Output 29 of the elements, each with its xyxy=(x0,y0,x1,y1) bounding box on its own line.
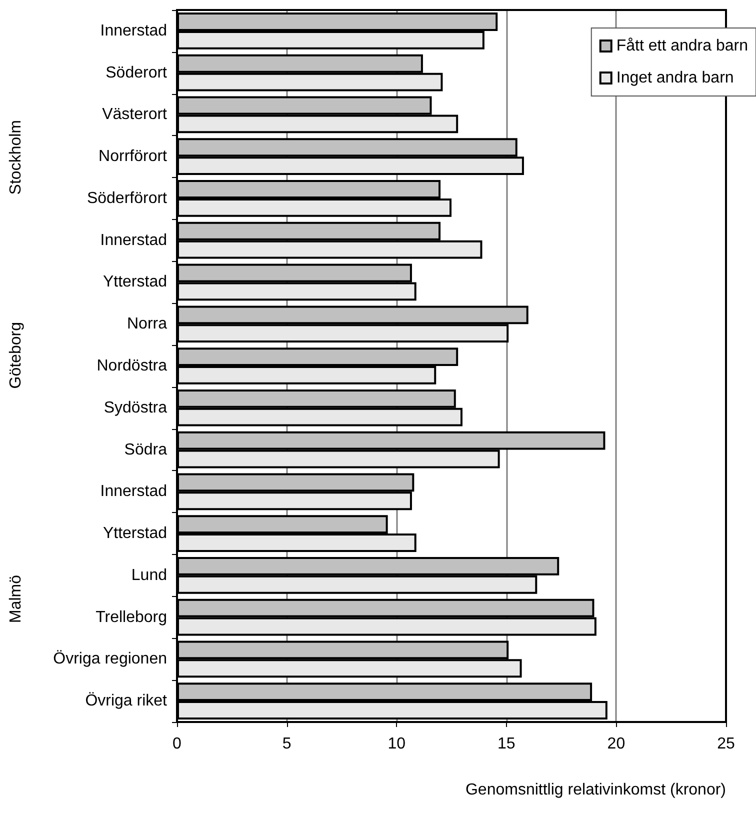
y-tick-label: Ytterstad xyxy=(102,274,167,291)
y-tick-label: Söderförort xyxy=(86,190,168,207)
y-tick-label: Sydöstra xyxy=(104,399,168,416)
x-tick-label: 0 xyxy=(172,736,182,752)
x-tick-label: 5 xyxy=(282,736,292,752)
text: Stockholm xyxy=(8,120,24,195)
y-tick-label: Innerstad xyxy=(100,483,167,500)
legend-label: Fått ett andra barn xyxy=(616,38,748,54)
y-tick-label: Västerort xyxy=(102,106,168,124)
x-tick-label: 25 xyxy=(717,736,735,752)
y-tick-label: Lund xyxy=(131,566,167,584)
text: Göteborg xyxy=(8,322,24,389)
x-tick-label: 20 xyxy=(607,736,626,752)
y-tick-label: Ytterstad xyxy=(102,525,167,542)
y-tick-label: Övriga riket xyxy=(85,692,168,710)
y-tick-label: Nordöstra xyxy=(96,358,168,374)
y-tick-label: Söderort xyxy=(106,64,168,82)
y-tick-label: Övriga regionen xyxy=(53,650,167,668)
y-tick-label: Innerstad xyxy=(100,232,167,249)
y-tick-label: Norrförort xyxy=(98,148,168,166)
y-tick-label: Södra xyxy=(124,441,168,458)
y-tick-label: Trelleborg xyxy=(96,608,167,626)
x-tick-label: 10 xyxy=(388,736,406,752)
x-tick-label: 15 xyxy=(498,736,516,752)
legend-label: Inget andra barn xyxy=(616,70,734,86)
text: Malmö xyxy=(8,574,24,624)
x-axis-title: Genomsnittlig relativinkomst (kronor) xyxy=(465,782,726,798)
y-tick-label: Norra xyxy=(126,316,168,333)
y-tick-label: Innerstad xyxy=(100,22,167,40)
